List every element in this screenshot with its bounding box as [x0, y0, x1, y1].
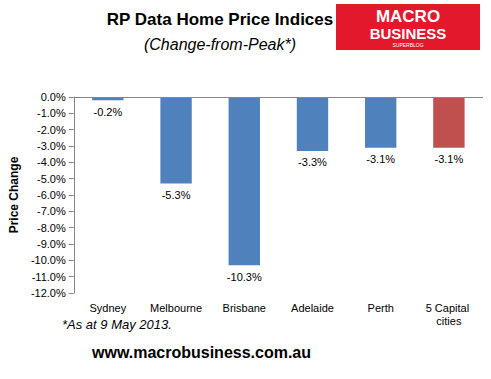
svg-text:-0.2%: -0.2% [93, 106, 122, 118]
svg-text:Price Change: Price Change [7, 156, 21, 233]
svg-text:-5.3%: -5.3% [162, 189, 191, 201]
svg-text:Melbourne: Melbourne [150, 302, 202, 314]
svg-text:5 Capital: 5 Capital [426, 302, 472, 314]
svg-text:www.macrobusiness.com.au: www.macrobusiness.com.au [91, 344, 311, 361]
svg-text:SUPERBLOG: SUPERBLOG [392, 42, 423, 48]
svg-text:(Change-from-Peak*): (Change-from-Peak*) [144, 36, 296, 53]
svg-text:BUSINESS: BUSINESS [370, 25, 447, 42]
svg-text:-9.0%: -9.0% [37, 238, 66, 250]
svg-text:-3.3%: -3.3% [298, 156, 327, 168]
svg-text:MACRO: MACRO [376, 7, 440, 26]
svg-text:Brisbane: Brisbane [223, 302, 266, 314]
svg-text:-3.1%: -3.1% [366, 153, 395, 165]
svg-text:0.0%: 0.0% [41, 91, 66, 103]
svg-text:-3.0%: -3.0% [37, 140, 66, 152]
svg-text:-3.1%: -3.1% [435, 153, 464, 165]
svg-text:-8.0%: -8.0% [37, 222, 66, 234]
svg-text:Perth: Perth [368, 302, 394, 314]
svg-text:-2.0%: -2.0% [37, 124, 66, 136]
svg-text:RP Data Home Price Indices: RP Data Home Price Indices [107, 10, 333, 29]
svg-text:-1.0%: -1.0% [37, 107, 66, 119]
svg-text:-10.3%: -10.3% [227, 271, 262, 283]
svg-text:Sydney: Sydney [90, 302, 127, 314]
svg-text:cities: cities [436, 315, 462, 327]
svg-text:Adelaide: Adelaide [291, 302, 334, 314]
svg-text:*As at 9 May 2013.: *As at 9 May 2013. [62, 317, 172, 332]
svg-text:-12.0%: -12.0% [31, 287, 66, 299]
svg-text:-4.0%: -4.0% [37, 156, 66, 168]
svg-text:-11.0%: -11.0% [32, 271, 66, 283]
svg-text:-5.0%: -5.0% [37, 173, 66, 185]
svg-text:-7.0%: -7.0% [37, 205, 66, 217]
svg-text:-10.0%: -10.0% [31, 254, 66, 266]
svg-text:-6.0%: -6.0% [37, 189, 66, 201]
